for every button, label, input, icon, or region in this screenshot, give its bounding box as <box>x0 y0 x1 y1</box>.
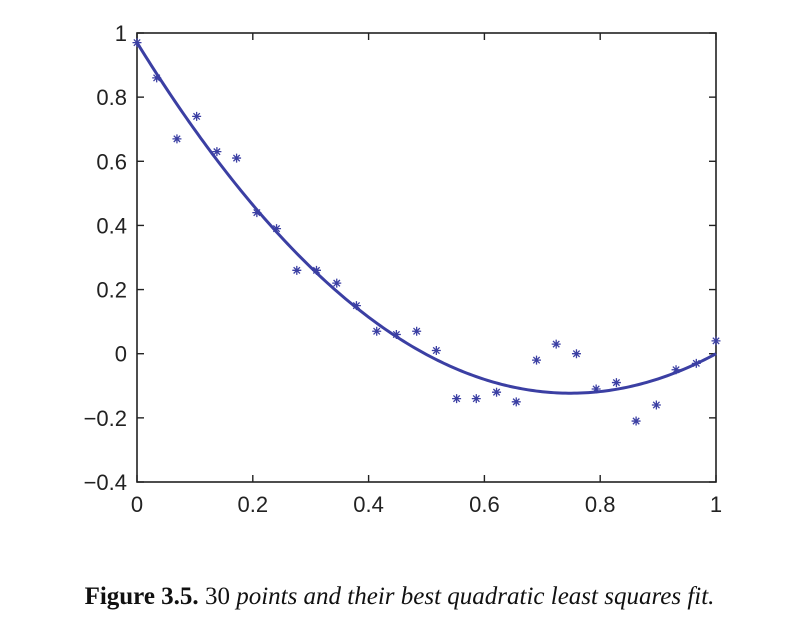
data-point <box>132 38 142 48</box>
y-tick-label: 0 <box>115 342 127 367</box>
x-tick-label: 1 <box>710 492 722 517</box>
data-point <box>172 134 182 144</box>
y-tick-label: 0.4 <box>96 213 127 238</box>
data-point <box>391 329 401 339</box>
data-point <box>351 301 361 311</box>
data-point <box>711 336 721 346</box>
x-tick-label: 0.4 <box>353 492 384 517</box>
data-point <box>631 416 641 426</box>
y-tick-label: 0.2 <box>96 278 127 303</box>
data-point <box>272 224 282 234</box>
data-point <box>452 394 462 404</box>
data-point <box>431 346 441 356</box>
y-tick-label: −0.2 <box>84 406 127 431</box>
plot-frame <box>136 32 717 483</box>
data-point <box>691 358 701 368</box>
data-point <box>571 349 581 359</box>
chart: 0 0.2 0.4 0.6 0.8 1 1 0.8 0.6 0.4 0.2 0 −0.2 −0.4 <box>84 21 723 517</box>
data-point <box>192 111 202 121</box>
data-point <box>212 147 222 157</box>
y-tick-label: 1 <box>115 21 127 46</box>
data-point <box>412 326 422 336</box>
data-point <box>532 355 542 365</box>
data-point <box>492 387 502 397</box>
data-point <box>611 378 621 388</box>
data-point <box>372 326 382 336</box>
fit-curve <box>135 41 717 395</box>
caption-number: 30 <box>204 583 230 610</box>
y-tick-label: −0.4 <box>84 470 127 495</box>
x-tick-label: 0 <box>131 492 143 517</box>
caption-text: points and their best quadratic least sq… <box>236 583 715 610</box>
data-point <box>551 339 561 349</box>
plot-area: 0 0.2 0.4 0.6 0.8 1 1 0.8 0.6 0.4 0.2 0 −0.2 −0.4 <box>84 21 723 517</box>
data-point <box>152 73 162 83</box>
figure-caption: Figure 3.5. 30 points and their best qua… <box>0 583 799 611</box>
data-point <box>511 397 521 407</box>
data-point <box>671 365 681 375</box>
caption-label: Figure 3.5. <box>84 583 199 610</box>
x-tick-label: 0.8 <box>585 492 616 517</box>
data-point <box>311 265 321 275</box>
data-point <box>252 208 262 218</box>
y-tick-label: 0.8 <box>96 85 127 110</box>
x-tick-label: 0.6 <box>469 492 500 517</box>
data-point <box>471 394 481 404</box>
data-point <box>232 153 242 163</box>
x-tick-label: 0.2 <box>238 492 269 517</box>
data-point <box>332 278 342 288</box>
y-tick-label: 0.6 <box>96 149 127 174</box>
data-point <box>591 384 601 394</box>
data-point <box>292 265 302 275</box>
data-point <box>651 400 661 410</box>
